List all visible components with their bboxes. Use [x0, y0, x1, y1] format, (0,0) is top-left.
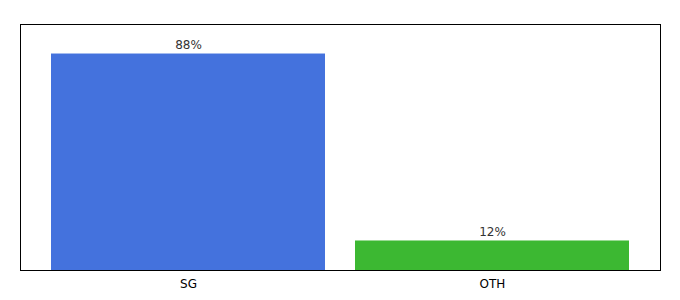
svg-text:OTH: OTH — [480, 277, 506, 291]
svg-text:SG: SG — [180, 277, 197, 291]
svg-text:88%: 88% — [175, 38, 202, 52]
svg-text:12%: 12% — [479, 225, 506, 239]
